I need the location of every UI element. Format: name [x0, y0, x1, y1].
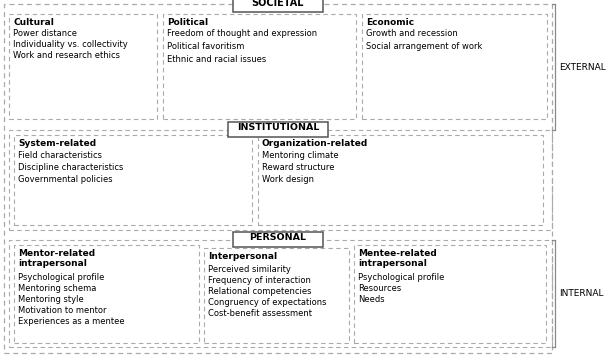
Text: Mentoring schema: Mentoring schema: [18, 284, 96, 293]
Text: Cost-benefit assessment: Cost-benefit assessment: [208, 309, 312, 318]
Text: System-related: System-related: [18, 139, 96, 148]
Text: INSTITUTIONAL: INSTITUTIONAL: [237, 123, 319, 132]
Bar: [354, 245, 546, 343]
Text: Individuality vs. collectivity: Individuality vs. collectivity: [13, 40, 127, 49]
Text: Social arrangement of work: Social arrangement of work: [366, 42, 483, 51]
Text: SOCIETAL: SOCIETAL: [252, 0, 304, 8]
Text: Field characteristics: Field characteristics: [18, 151, 102, 160]
Text: Needs: Needs: [358, 295, 385, 304]
Text: Perceived similarity: Perceived similarity: [208, 265, 291, 274]
Text: Growth and recession: Growth and recession: [366, 29, 458, 38]
Text: PERSONAL: PERSONAL: [249, 233, 306, 242]
Text: Motivation to mentor: Motivation to mentor: [18, 306, 107, 315]
Text: Work and research ethics: Work and research ethics: [13, 51, 120, 60]
Text: Psychological profile: Psychological profile: [358, 273, 444, 282]
Text: Frequency of interaction: Frequency of interaction: [208, 276, 311, 285]
Text: Governmental policies: Governmental policies: [18, 175, 113, 184]
Text: Economic: Economic: [366, 18, 414, 27]
Bar: [9, 240, 552, 347]
Text: intrapersonal: intrapersonal: [18, 259, 87, 268]
Bar: [258, 135, 543, 225]
Text: Resources: Resources: [358, 284, 401, 293]
Text: Mentor-related: Mentor-related: [18, 249, 95, 258]
Text: Interpersonal: Interpersonal: [208, 252, 277, 261]
Bar: [14, 135, 252, 225]
Bar: [204, 248, 349, 343]
Text: Congruency of expectations: Congruency of expectations: [208, 298, 326, 307]
Text: Discipline characteristics: Discipline characteristics: [18, 163, 123, 172]
Text: Psychological profile: Psychological profile: [18, 273, 104, 282]
Bar: [362, 14, 547, 119]
Text: Organization-related: Organization-related: [262, 139, 368, 148]
Text: Ethnic and racial issues: Ethnic and racial issues: [167, 55, 266, 64]
Text: Mentee-related: Mentee-related: [358, 249, 437, 258]
Text: Political: Political: [167, 18, 208, 27]
Text: Relational competencies: Relational competencies: [208, 287, 312, 296]
Bar: [228, 122, 328, 137]
Bar: [9, 14, 157, 119]
Text: Power distance: Power distance: [13, 29, 77, 38]
Text: Cultural: Cultural: [13, 18, 54, 27]
Bar: [163, 14, 356, 119]
Bar: [4, 4, 552, 353]
Text: Mentoring climate: Mentoring climate: [262, 151, 339, 160]
Text: Experiences as a mentee: Experiences as a mentee: [18, 317, 124, 326]
Text: Mentoring style: Mentoring style: [18, 295, 84, 304]
Bar: [233, 0, 323, 12]
Text: EXTERNAL: EXTERNAL: [559, 62, 606, 71]
Text: Freedom of thought and expression: Freedom of thought and expression: [167, 29, 317, 38]
Text: Political favoritism: Political favoritism: [167, 42, 245, 51]
Text: Work design: Work design: [262, 175, 314, 184]
Text: intrapersonal: intrapersonal: [358, 259, 427, 268]
Bar: [14, 245, 199, 343]
Text: INTERNAL: INTERNAL: [559, 289, 603, 298]
Text: Reward structure: Reward structure: [262, 163, 334, 172]
Bar: [9, 130, 552, 230]
Bar: [233, 232, 323, 247]
